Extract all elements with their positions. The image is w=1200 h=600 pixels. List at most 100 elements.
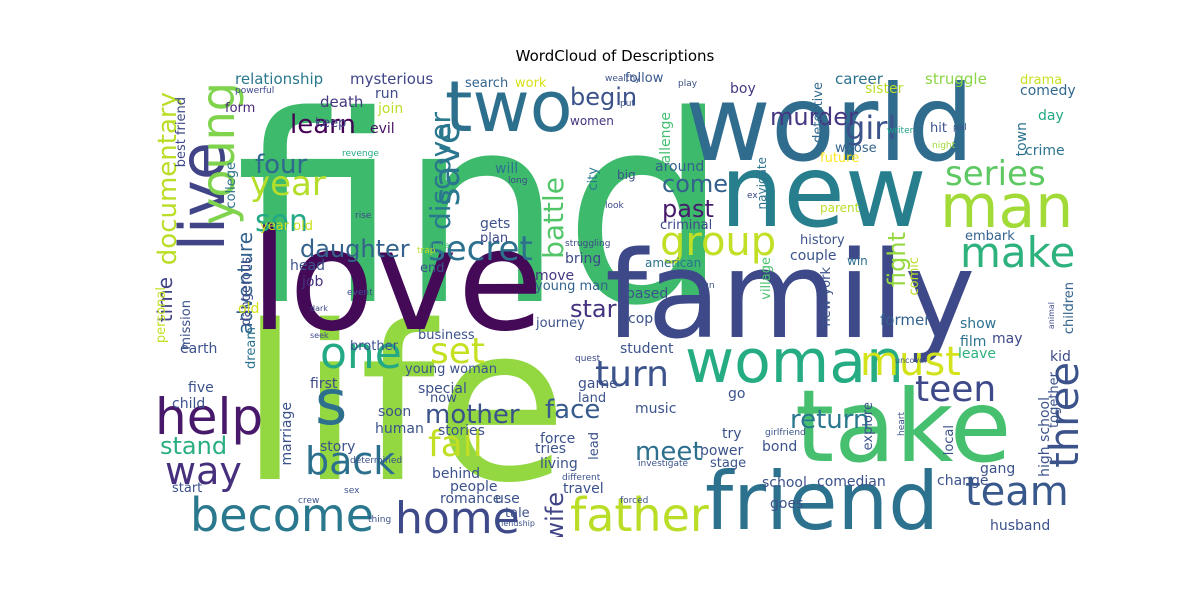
word-relationship: relationship: [235, 72, 324, 88]
word-women: women: [570, 114, 614, 128]
word-make: make: [960, 228, 1076, 277]
word-event: event: [347, 288, 373, 298]
word-forced: forced: [620, 496, 649, 506]
word-follow: follow: [625, 72, 664, 86]
word-dream: dream: [244, 327, 259, 369]
word-crew: crew: [298, 496, 320, 506]
word-way: way: [165, 449, 242, 493]
word-former: former: [880, 311, 931, 329]
word-girlfriend: girlfriend: [765, 428, 806, 438]
word-romance: romance: [440, 491, 502, 507]
word-four: four: [255, 150, 308, 180]
word-living: living: [540, 456, 578, 472]
word-two: two: [445, 72, 573, 148]
word-based: based: [626, 286, 669, 302]
word-new-york: new york: [819, 267, 834, 327]
word-dark: dark: [310, 304, 328, 313]
word-keep: keep: [315, 116, 347, 131]
word-powerful: powerful: [235, 86, 275, 96]
word-back: back: [305, 439, 396, 483]
word-husband: husband: [990, 518, 1051, 534]
word-try: try: [722, 426, 742, 442]
word-death: death: [320, 93, 364, 111]
word-revenge: revenge: [342, 149, 379, 159]
word-whose: whose: [835, 141, 877, 156]
word-parent: parent: [820, 201, 860, 215]
word-friend: friend: [705, 455, 939, 538]
word-turn: turn: [595, 354, 669, 395]
word-job: job: [302, 274, 324, 290]
word-heart: heart: [897, 412, 907, 436]
word-behind: behind: [432, 466, 481, 482]
word-power: power: [700, 443, 744, 459]
word-mother: mother: [425, 400, 520, 430]
word-sister: sister: [865, 81, 904, 97]
word-comic: comic: [907, 257, 922, 296]
word-meet: meet: [635, 437, 703, 467]
word-face: face: [545, 395, 601, 425]
word-comedian: comedian: [817, 474, 886, 490]
word-school: school: [762, 475, 807, 491]
word-explore: explore: [861, 402, 876, 451]
word-return: return: [790, 405, 870, 435]
word-plan: plan: [480, 231, 509, 246]
word-begin: begin: [570, 83, 638, 111]
word-quest: quest: [575, 354, 601, 364]
word-use: use: [495, 491, 520, 507]
word-now: now: [430, 391, 457, 406]
word-help: help: [155, 388, 264, 446]
word-move: move: [535, 268, 575, 284]
word-long: long: [508, 176, 528, 186]
word-young-man: young man: [535, 279, 609, 294]
word-seek: seek: [310, 331, 329, 340]
word-village: village: [759, 257, 774, 300]
word-personal: personal: [154, 287, 169, 344]
word-form: form: [225, 101, 256, 116]
word-stage: stage: [710, 456, 747, 471]
word-crime: crime: [1025, 143, 1065, 159]
word-end: end: [420, 261, 445, 276]
word-determined: determined: [350, 456, 403, 466]
word-stand: stand: [160, 432, 228, 460]
word-kid: kid: [1050, 349, 1071, 365]
word-embark: embark: [965, 229, 1015, 244]
word-learn: learn: [290, 110, 356, 140]
word-become: become: [190, 488, 375, 537]
word-love: love: [250, 200, 544, 363]
wordcloud-canvas: find life love family world new take friend woma…: [150, 72, 1080, 537]
word-human: human: [375, 421, 424, 437]
word-head: head: [290, 258, 325, 274]
word-animal: animal: [1047, 302, 1056, 330]
word-old: old: [238, 301, 260, 317]
word-team: team: [965, 469, 1069, 515]
word-join: join: [378, 101, 404, 117]
word-journey: journey: [536, 316, 585, 331]
word-college: college: [224, 162, 239, 209]
word-leave: leave: [958, 346, 996, 362]
word-force: force: [540, 431, 576, 447]
word-brother: brother: [350, 339, 398, 354]
word-land: land: [578, 391, 607, 406]
word-secret: secret: [428, 229, 533, 269]
word-thing: thing: [368, 515, 392, 525]
word-change: change: [937, 473, 989, 489]
word-boy: boy: [730, 81, 756, 97]
word-series: series: [945, 154, 1046, 194]
word-first: first: [310, 376, 338, 392]
word-put: put: [620, 99, 635, 109]
word-cop: cop: [628, 311, 654, 327]
word-girl: girl: [845, 109, 897, 147]
word-year: year: [250, 164, 326, 204]
word-together: together: [1047, 372, 1062, 428]
word-story: story: [320, 439, 356, 455]
word-american: american: [645, 256, 702, 270]
word-special: special: [418, 381, 467, 397]
word-different: different: [562, 473, 601, 483]
word-year-old: year old: [260, 219, 313, 234]
word-stories: stories: [438, 423, 485, 439]
word-must: must: [860, 339, 961, 385]
word-investigate: investigate: [638, 459, 689, 469]
word-life: life: [240, 279, 568, 530]
word-travel: travel: [563, 481, 604, 497]
word-gang: gang: [980, 461, 1016, 477]
